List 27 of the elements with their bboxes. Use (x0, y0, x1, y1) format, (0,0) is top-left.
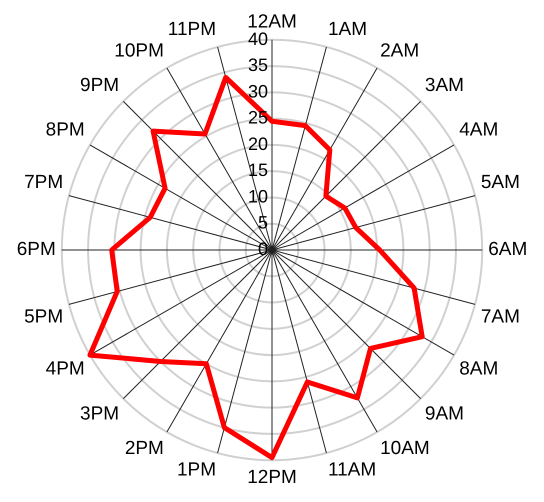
spoke-label: 5PM (24, 306, 64, 328)
spoke-label: 9AM (424, 404, 464, 425)
spoke-label: 12PM (247, 466, 297, 488)
spoke-label: 10PM (114, 40, 164, 62)
y-tick-label: 25 (248, 108, 268, 128)
spoke-label: 7AM (480, 306, 520, 328)
spoke-label: 4PM (46, 358, 85, 380)
spoke-label: 1AM (328, 19, 368, 40)
spoke-label: 3AM (424, 74, 464, 96)
spoke-label: 7PM (24, 172, 64, 193)
y-tick-label: 35 (248, 55, 268, 76)
y-tick-label: 30 (248, 81, 268, 102)
spoke-label: 10AM (380, 438, 430, 459)
spoke-label: 6AM (488, 239, 528, 260)
spoke-label: 8AM (459, 358, 498, 380)
spoke-label: 2PM (124, 438, 164, 459)
spoke-label: 8PM (46, 120, 85, 141)
spoke-label: 11AM (328, 459, 376, 480)
spoke-label: 3PM (80, 404, 120, 425)
spoke-label: 2AM (380, 40, 420, 62)
y-tick-label: 20 (248, 134, 268, 154)
spoke-label: 5AM (480, 172, 520, 193)
spoke-label: 6PM (16, 239, 56, 260)
spoke-label: 4AM (459, 120, 498, 141)
spoke-label: 1PM (176, 459, 216, 480)
spoke-label: 11PM (168, 19, 216, 40)
spoke-label: 9PM (80, 74, 120, 96)
